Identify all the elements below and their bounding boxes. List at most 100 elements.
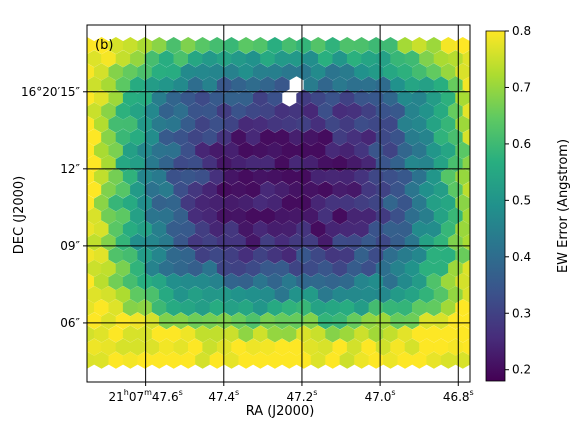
hex-cell [224, 351, 239, 369]
panel-label: (b) [95, 38, 113, 53]
hex-cell [448, 181, 463, 199]
hex-cell [267, 246, 283, 264]
hex-cell [426, 37, 442, 55]
hex-cell [122, 141, 138, 159]
hex-cell [455, 168, 470, 186]
hex-cell [115, 50, 131, 68]
hex-cell [412, 63, 427, 81]
hex-cell [137, 325, 153, 343]
hex-cell [397, 89, 413, 107]
hex-cell [159, 233, 174, 251]
hex-cell [94, 272, 109, 291]
hex-cell [332, 154, 348, 173]
hex-cell [433, 259, 449, 277]
hex-cell [448, 50, 463, 68]
hex-cell [303, 233, 319, 251]
hex-cell [253, 246, 268, 264]
hex-cell [397, 246, 413, 264]
hex-cell [137, 194, 153, 212]
hex-cell [173, 259, 189, 277]
colorbar [485, 30, 506, 382]
hex-cell [339, 89, 355, 107]
hex-cell [166, 220, 182, 238]
hex-cell [397, 194, 413, 212]
hex-cell [159, 50, 174, 68]
hex-cell [94, 168, 109, 186]
hex-cell [101, 233, 117, 251]
hex-cell [339, 272, 355, 291]
hex-cell [173, 128, 189, 146]
hex-cell [318, 128, 333, 146]
hex-cell [87, 168, 95, 186]
hex-cell [267, 299, 283, 317]
hex-cell [303, 286, 319, 304]
hex-cell [448, 233, 463, 251]
hex-cell [151, 272, 167, 291]
hex-cell [303, 312, 319, 330]
hex-cell [289, 154, 304, 173]
hex-cell [130, 259, 145, 277]
hex-cell [245, 76, 261, 94]
hex-cell [354, 299, 369, 317]
hex-cell [310, 115, 326, 133]
hex-cell [289, 233, 304, 251]
hex-cell [159, 207, 174, 225]
hex-cell [325, 220, 341, 238]
hex-cell [224, 246, 239, 264]
hex-cell [404, 154, 420, 173]
hex-cell [440, 351, 456, 369]
hex-cell [274, 312, 290, 330]
hex-cell [216, 154, 232, 173]
hex-cell [289, 312, 304, 330]
hex-cell [310, 272, 326, 291]
hex-cell [339, 115, 355, 133]
colorbar-tick-label: 0.2 [512, 363, 531, 377]
hex-cell [260, 207, 276, 225]
hex-cell [151, 115, 167, 133]
hex-cell [253, 272, 268, 291]
hex-cell [108, 325, 124, 343]
hex-cell [339, 141, 355, 159]
hex-cell [188, 286, 203, 304]
colorbar-tick-label: 0.5 [512, 193, 531, 207]
hex-cell [115, 233, 131, 251]
hex-cell [462, 233, 470, 251]
hex-cell [209, 299, 225, 317]
hex-cell [433, 128, 449, 146]
hex-cell [202, 181, 218, 199]
hex-cell [122, 194, 138, 212]
hex-cell [419, 181, 435, 199]
hex-cell [224, 272, 239, 291]
hex-cell [159, 286, 174, 304]
hex-cell [325, 194, 341, 212]
hex-cell [267, 325, 283, 343]
hex-cell [180, 89, 196, 107]
hex-cell [325, 168, 341, 186]
hex-cell [173, 338, 189, 356]
hex-cell [339, 325, 355, 343]
hex-cell [151, 63, 167, 81]
hex-cell [289, 181, 304, 199]
hex-cell [202, 102, 218, 120]
hex-cell [440, 325, 456, 343]
hex-cell [433, 286, 449, 304]
hex-cell [115, 154, 131, 173]
hex-cell [144, 102, 160, 120]
hex-cell [281, 246, 297, 264]
hex-cell [361, 338, 377, 356]
hex-cell [426, 272, 442, 291]
hex-cell [115, 181, 131, 199]
hex-cell [303, 102, 319, 120]
hex-cell [166, 246, 182, 264]
hexbin-cells [87, 37, 470, 369]
hex-cell [332, 128, 348, 146]
hex-cell [144, 76, 160, 94]
hex-cell [318, 50, 333, 68]
hex-cell [419, 233, 435, 251]
hex-cell [195, 325, 211, 343]
colorbar-tick-label: 0.8 [512, 24, 531, 38]
hex-cell [318, 207, 333, 225]
hex-cell [383, 168, 398, 186]
hex-cell [296, 299, 312, 317]
